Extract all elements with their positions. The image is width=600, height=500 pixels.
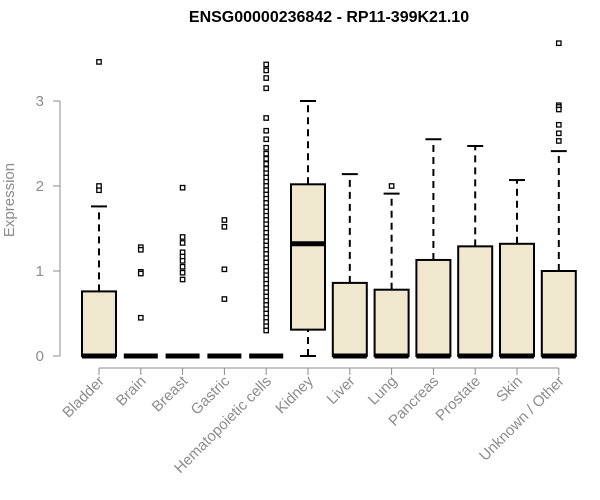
x-tick-label: Prostate [432, 373, 484, 425]
outlier-point [179, 276, 186, 283]
outlier-point [96, 187, 102, 194]
box-body [290, 183, 326, 331]
box-liver [331, 173, 368, 359]
outlier-point [263, 115, 270, 121]
outlier-point [263, 155, 270, 162]
box-body [540, 270, 577, 357]
outlier-point [137, 270, 144, 277]
box-gastric [207, 217, 242, 359]
outlier-point [221, 266, 228, 273]
y-axis: 0 1 2 3 [36, 93, 61, 365]
outlier-point [179, 234, 186, 240]
x-tick-label: Liver [324, 373, 359, 408]
box-skin [499, 179, 535, 359]
outlier-point [263, 85, 270, 92]
outlier-point [179, 184, 186, 191]
box-body [499, 242, 535, 357]
outlier-point [555, 130, 562, 137]
y-tick-label: 2 [36, 178, 44, 195]
y-tick-label: 3 [36, 93, 44, 110]
outlier-point [137, 314, 144, 321]
box-body [331, 281, 368, 357]
x-tick-label: Skin [493, 373, 526, 406]
chart-title: ENSG00000236842 - RP11-399K21.10 [189, 9, 469, 26]
outlier-point [263, 67, 270, 74]
box-body [81, 290, 117, 357]
y-axis-label: Expression [1, 163, 18, 237]
box-brain [123, 244, 158, 359]
x-tick-label: Brain [113, 373, 150, 410]
box-bladder [81, 59, 117, 359]
outlier-point [263, 127, 270, 134]
boxes-group [81, 40, 577, 359]
outlier-point [263, 150, 270, 157]
outlier-point [555, 40, 562, 47]
box-unknown-other [540, 40, 577, 359]
outlier-point [179, 269, 186, 276]
x-tick-label: Breast [149, 372, 192, 415]
box-hematopoietic-cells [249, 61, 284, 359]
outlier-point [179, 240, 186, 246]
outlier-point [96, 59, 102, 65]
box-breast [165, 184, 200, 359]
outlier-point [555, 106, 562, 113]
outlier-point [221, 296, 228, 302]
outlier-point [263, 136, 270, 143]
x-tick-label: Bladder [59, 373, 108, 422]
box-lung [373, 183, 410, 359]
outlier-point [263, 161, 270, 167]
outlier-point [263, 75, 270, 81]
box-body [415, 258, 452, 358]
y-tick-label: 1 [36, 263, 44, 280]
outlier-point [263, 327, 270, 334]
outlier-point [388, 183, 395, 189]
outlier-point [179, 257, 186, 264]
outlier-point [179, 263, 186, 270]
box-body [457, 245, 494, 358]
outlier-point [555, 138, 562, 144]
outlier-point [555, 121, 562, 128]
box-body [373, 288, 410, 358]
outlier-point [221, 217, 228, 223]
x-tick-label: Lung [365, 373, 401, 409]
outlier-point [221, 223, 228, 230]
x-tick-label: Kidney [272, 372, 317, 417]
outlier-point [137, 246, 144, 253]
outlier-point [263, 144, 270, 151]
box-pancreas [415, 138, 452, 359]
box-kidney [290, 100, 326, 357]
y-tick-label: 0 [36, 348, 44, 365]
outlier-point [263, 61, 270, 68]
box-prostate [457, 145, 494, 359]
